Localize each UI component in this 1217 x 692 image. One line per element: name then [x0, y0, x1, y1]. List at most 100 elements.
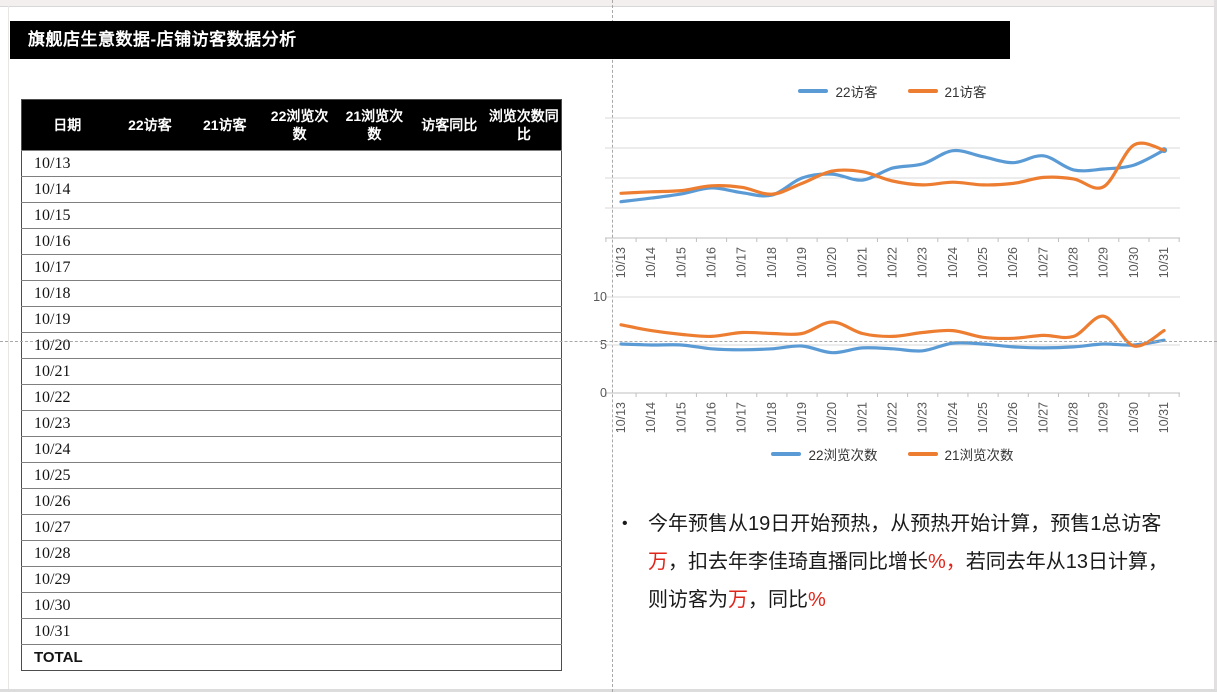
empty-value-cell[interactable] — [112, 566, 188, 593]
empty-value-cell[interactable] — [486, 566, 562, 593]
empty-value-cell[interactable] — [411, 488, 487, 515]
empty-value-cell[interactable] — [336, 644, 412, 671]
empty-value-cell[interactable] — [486, 306, 562, 333]
date-cell[interactable]: 10/19 — [21, 306, 113, 333]
empty-value-cell[interactable] — [411, 566, 487, 593]
date-cell[interactable]: 10/23 — [21, 410, 113, 437]
column-header-1[interactable]: 22访客 — [112, 99, 188, 151]
empty-value-cell[interactable] — [187, 358, 263, 385]
empty-value-cell[interactable] — [486, 410, 562, 437]
analysis-note-textbox[interactable]: • 今年预售从19日开始预热，从预热开始计算，预售1总访客万，扣去年李佳琦直播同… — [622, 505, 1184, 619]
empty-value-cell[interactable] — [262, 566, 337, 593]
empty-value-cell[interactable] — [411, 540, 487, 567]
empty-value-cell[interactable] — [187, 488, 263, 515]
empty-value-cell[interactable] — [336, 358, 412, 385]
column-header-2[interactable]: 21访客 — [187, 99, 263, 151]
empty-value-cell[interactable] — [411, 202, 487, 229]
empty-value-cell[interactable] — [486, 488, 562, 515]
empty-value-cell[interactable] — [411, 410, 487, 437]
empty-value-cell[interactable] — [112, 306, 188, 333]
empty-value-cell[interactable] — [411, 254, 487, 281]
empty-value-cell[interactable] — [486, 150, 562, 177]
empty-value-cell[interactable] — [187, 592, 263, 619]
empty-value-cell[interactable] — [187, 540, 263, 567]
empty-value-cell[interactable] — [112, 254, 188, 281]
column-header-3[interactable]: 22浏览次数 — [262, 99, 337, 151]
empty-value-cell[interactable] — [486, 592, 562, 619]
empty-value-cell[interactable] — [112, 618, 188, 645]
date-cell[interactable]: 10/17 — [21, 254, 113, 281]
column-header-6[interactable]: 浏览次数同比 — [486, 99, 562, 151]
date-cell[interactable]: 10/18 — [21, 280, 113, 307]
empty-value-cell[interactable] — [411, 228, 487, 255]
empty-value-cell[interactable] — [262, 462, 337, 489]
empty-value-cell[interactable] — [486, 618, 562, 645]
empty-value-cell[interactable] — [187, 618, 263, 645]
empty-value-cell[interactable] — [112, 462, 188, 489]
date-cell[interactable]: 10/16 — [21, 228, 113, 255]
empty-value-cell[interactable] — [112, 176, 188, 203]
empty-value-cell[interactable] — [262, 202, 337, 229]
empty-value-cell[interactable] — [336, 254, 412, 281]
empty-value-cell[interactable] — [187, 644, 263, 671]
empty-value-cell[interactable] — [336, 150, 412, 177]
empty-value-cell[interactable] — [112, 540, 188, 567]
empty-value-cell[interactable] — [112, 384, 188, 411]
empty-value-cell[interactable] — [411, 514, 487, 541]
empty-value-cell[interactable] — [486, 176, 562, 203]
empty-value-cell[interactable] — [486, 436, 562, 463]
legend-item-0[interactable]: 22访客 — [798, 81, 878, 101]
empty-value-cell[interactable] — [262, 514, 337, 541]
empty-value-cell[interactable] — [336, 410, 412, 437]
visitors-chart-legend[interactable]: 22访客 21访客 — [580, 81, 1205, 101]
empty-value-cell[interactable] — [336, 592, 412, 619]
empty-value-cell[interactable] — [486, 228, 562, 255]
empty-value-cell[interactable] — [112, 202, 188, 229]
empty-value-cell[interactable] — [262, 306, 337, 333]
empty-value-cell[interactable] — [411, 644, 487, 671]
empty-value-cell[interactable] — [262, 150, 337, 177]
empty-value-cell[interactable] — [187, 306, 263, 333]
empty-value-cell[interactable] — [411, 436, 487, 463]
column-header-5[interactable]: 访客同比 — [411, 99, 487, 151]
empty-value-cell[interactable] — [262, 384, 337, 411]
empty-value-cell[interactable] — [486, 384, 562, 411]
empty-value-cell[interactable] — [336, 514, 412, 541]
date-cell[interactable]: 10/15 — [21, 202, 113, 229]
empty-value-cell[interactable] — [486, 514, 562, 541]
empty-value-cell[interactable] — [112, 410, 188, 437]
empty-value-cell[interactable] — [411, 280, 487, 307]
date-cell[interactable]: 10/30 — [21, 592, 113, 619]
empty-value-cell[interactable] — [262, 358, 337, 385]
empty-value-cell[interactable] — [262, 488, 337, 515]
date-cell[interactable]: 10/31 — [21, 618, 113, 645]
empty-value-cell[interactable] — [262, 254, 337, 281]
empty-value-cell[interactable] — [262, 436, 337, 463]
empty-value-cell[interactable] — [486, 462, 562, 489]
empty-value-cell[interactable] — [411, 592, 487, 619]
date-cell[interactable]: 10/24 — [21, 436, 113, 463]
empty-value-cell[interactable] — [187, 566, 263, 593]
empty-value-cell[interactable] — [262, 592, 337, 619]
empty-value-cell[interactable] — [336, 228, 412, 255]
empty-value-cell[interactable] — [486, 644, 562, 671]
empty-value-cell[interactable] — [262, 618, 337, 645]
empty-value-cell[interactable] — [187, 436, 263, 463]
empty-value-cell[interactable] — [336, 618, 412, 645]
empty-value-cell[interactable] — [336, 202, 412, 229]
empty-value-cell[interactable] — [187, 228, 263, 255]
empty-value-cell[interactable] — [112, 150, 188, 177]
empty-value-cell[interactable] — [187, 280, 263, 307]
column-header-0[interactable]: 日期 — [21, 99, 113, 151]
empty-value-cell[interactable] — [112, 358, 188, 385]
pageviews-line-chart[interactable]: 10/13 10/14 10/15 10/16 10/17 10/18 10/19 10/20… — [580, 283, 1205, 468]
empty-value-cell[interactable] — [112, 280, 188, 307]
legend-item-1[interactable]: 21访客 — [907, 81, 987, 101]
date-cell[interactable]: 10/14 — [21, 176, 113, 203]
empty-value-cell[interactable] — [336, 462, 412, 489]
date-cell[interactable]: 10/21 — [21, 358, 113, 385]
empty-value-cell[interactable] — [112, 332, 188, 359]
empty-value-cell[interactable] — [336, 306, 412, 333]
visitors-line-chart[interactable]: 10/13 10/14 10/15 10/16 10/17 10/18 10/19 10/20… — [580, 60, 1205, 290]
empty-value-cell[interactable] — [262, 176, 337, 203]
